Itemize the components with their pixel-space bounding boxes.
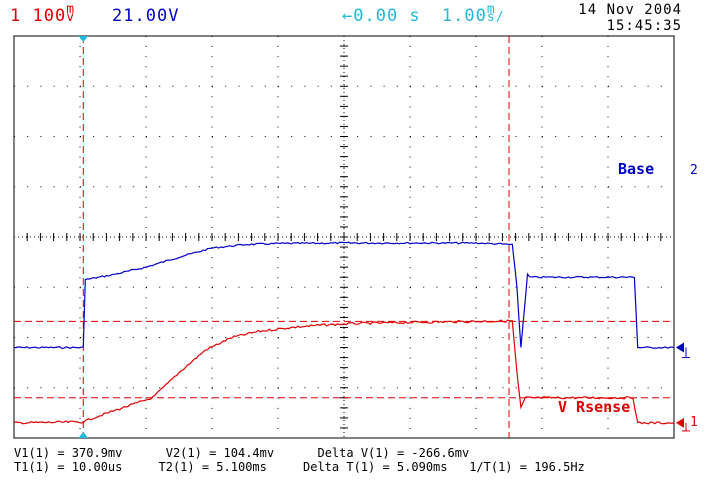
timebase-unit-bottom: s/ (486, 10, 505, 25)
readout-inv-t: 1/T(1) = 196.5Hz (469, 460, 585, 474)
time-text: 15:45:35 (606, 18, 682, 34)
timebase-readout: ←0.00 s 1.00m s/ (342, 3, 505, 26)
ch2-marker-number: 2 (690, 163, 698, 178)
ch1-trace (13, 319, 675, 425)
readout-v2: V2(1) = 104.4mv (165, 446, 275, 460)
readout-t2: T2(1) = 5.100ms (158, 460, 267, 474)
channel-markers (78, 36, 690, 438)
ch1-unit-bottom: v (66, 10, 76, 25)
datetime: 14 Nov 2004 15:45:35 (578, 2, 682, 34)
ch2-scale: 1.00V (123, 6, 180, 26)
ch1-marker-number: 1 (690, 415, 698, 430)
trigger-arrow-icon: ← (342, 6, 354, 26)
ch1-trace-label: V Rsense (558, 398, 631, 416)
ch1-number: 1 (10, 6, 22, 26)
timebase-unit-top: m (486, 2, 496, 17)
readout-t1: T1(1) = 10.00us (14, 460, 123, 474)
ch2-trace-label: Base (618, 160, 655, 178)
readout-row-1: V1(1) = 370.9mv V2(1) = 104.4mv Delta V(… (14, 446, 469, 460)
readout-v1: V1(1) = 370.9mv (14, 446, 123, 460)
ch1-scale: 100 (32, 6, 67, 26)
date-text: 14 Nov 2004 (578, 2, 682, 18)
readout-delta-t: Delta T(1) = 5.090ms (303, 460, 448, 474)
graticule (13, 35, 675, 439)
readout-delta-v: Delta V(1) = -266.6mv (317, 446, 470, 460)
ch1-ground-marker-icon (676, 417, 684, 428)
readout-row-2: T1(1) = 10.00us T2(1) = 5.100ms Delta T(… (14, 460, 585, 474)
ch1-unit-top: m (66, 2, 76, 17)
timebase-value: 1.00 (441, 6, 487, 26)
trigger-level-icon (78, 432, 89, 438)
ch2-number: 2 (112, 6, 124, 26)
cursor-lines (14, 36, 674, 438)
ch2-scale-readout: 21.00V (112, 6, 179, 26)
ch2-trace (13, 241, 675, 349)
trigger-position-icon (78, 36, 89, 42)
trigger-delay: 0.00 s (353, 6, 421, 26)
ch2-ground-marker-icon (676, 342, 684, 353)
ch1-scale-readout: 1 100m v (10, 3, 76, 26)
